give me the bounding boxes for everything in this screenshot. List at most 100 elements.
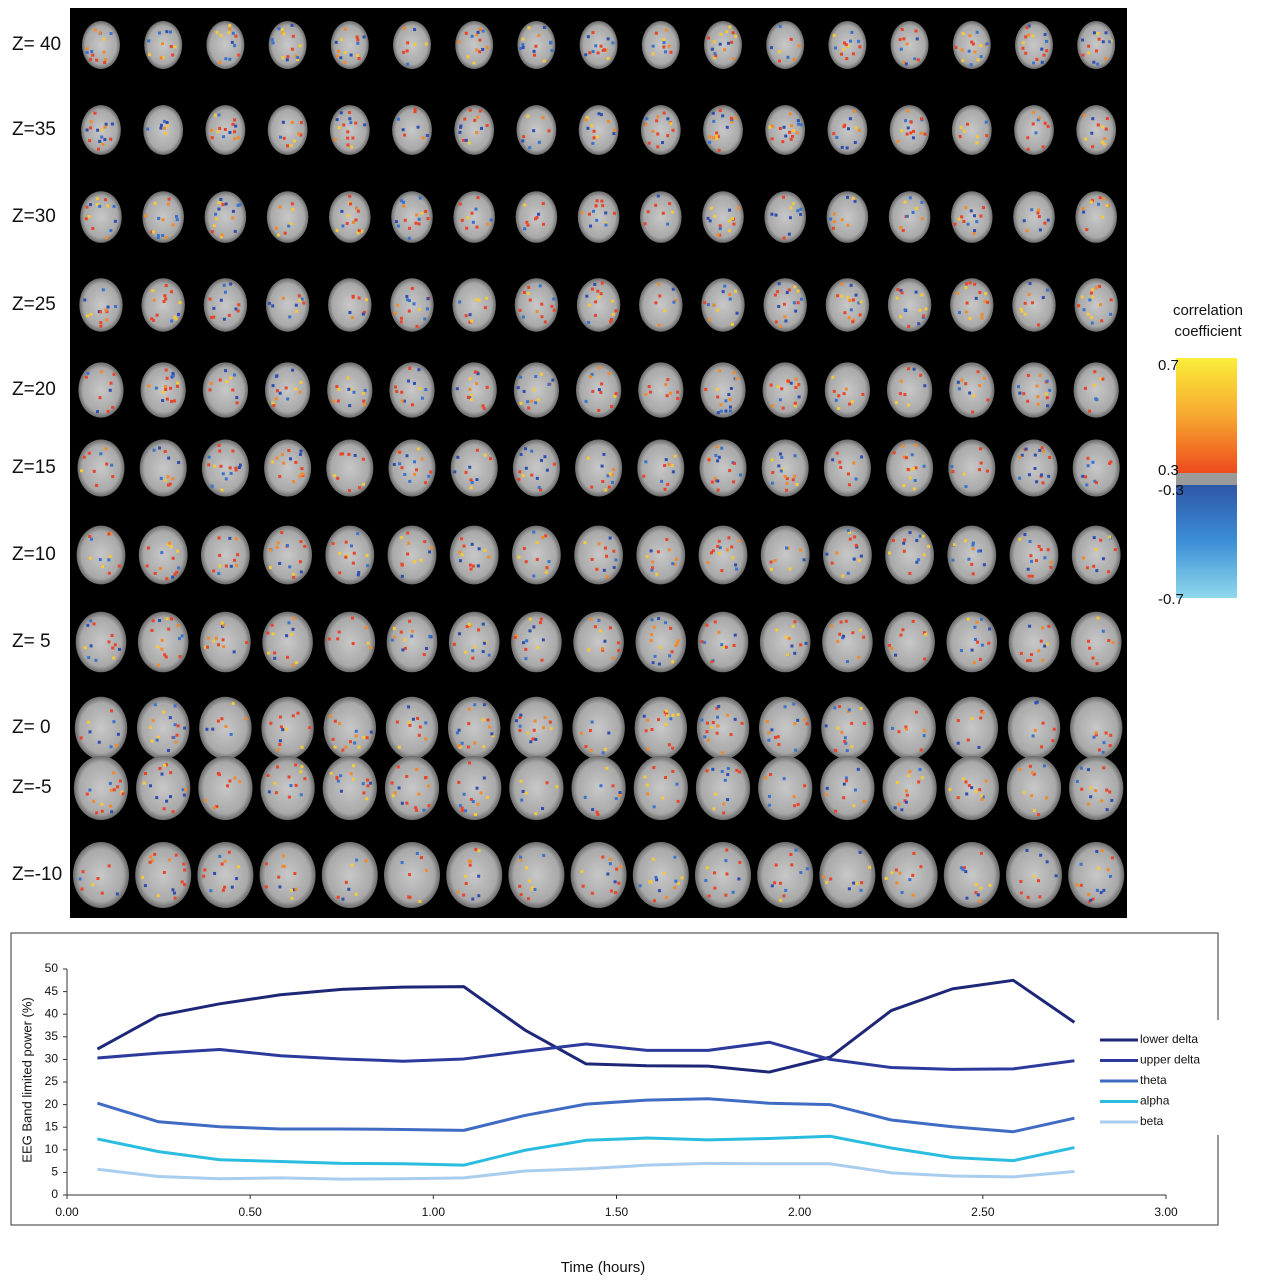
activation-spot — [90, 644, 93, 647]
activation-spot — [858, 559, 861, 562]
brain-slice — [140, 440, 187, 497]
chart-frame — [11, 933, 1218, 1225]
activation-spot — [169, 387, 172, 390]
activation-spot — [654, 204, 657, 207]
activation-spot — [333, 474, 336, 477]
activation-spot — [1092, 61, 1095, 64]
activation-spot — [223, 886, 226, 889]
activation-spot — [589, 225, 592, 228]
activation-spot — [360, 230, 363, 233]
activation-spot — [716, 395, 719, 398]
activation-spot — [224, 57, 227, 60]
activation-spot — [843, 740, 846, 743]
activation-spot — [1089, 899, 1092, 902]
activation-spot — [111, 634, 114, 637]
activation-spot — [594, 625, 597, 628]
activation-spot — [483, 777, 486, 780]
activation-spot — [785, 482, 788, 485]
activation-spot — [1024, 313, 1027, 316]
activation-spot — [1096, 63, 1099, 66]
activation-spot — [475, 478, 478, 481]
activation-spot — [172, 736, 175, 739]
colorbar-negative — [1176, 485, 1237, 598]
activation-spot — [788, 637, 791, 640]
activation-spot — [228, 780, 231, 783]
activation-spot — [770, 728, 773, 731]
activation-spot — [983, 377, 986, 380]
activation-spot — [718, 540, 721, 543]
activation-spot — [93, 112, 96, 115]
activation-spot — [604, 547, 607, 550]
activation-spot — [528, 629, 531, 632]
activation-spot — [335, 41, 338, 44]
activation-spot — [1047, 475, 1050, 478]
activation-spot — [534, 719, 537, 722]
activation-spot — [212, 640, 215, 643]
activation-spot — [797, 383, 800, 386]
activation-spot — [716, 545, 719, 548]
activation-spot — [231, 450, 234, 453]
activation-spot — [482, 718, 485, 721]
activation-spot — [408, 724, 411, 727]
activation-spot — [839, 466, 842, 469]
activation-spot — [515, 719, 518, 722]
brain-slice — [386, 697, 438, 759]
activation-spot — [598, 296, 601, 299]
activation-spot — [547, 383, 550, 386]
brain-slice — [704, 21, 742, 69]
brain-slice — [635, 697, 687, 759]
activation-spot — [540, 303, 543, 306]
activation-spot — [104, 198, 107, 201]
activation-spot — [466, 55, 469, 58]
activation-spot — [520, 780, 523, 783]
activation-spot — [779, 25, 782, 28]
activation-spot — [718, 552, 721, 555]
activation-spot — [288, 315, 291, 318]
activation-spot — [1027, 374, 1030, 377]
activation-spot — [218, 536, 221, 539]
activation-spot — [162, 711, 165, 714]
activation-spot — [793, 804, 796, 807]
activation-spot — [602, 453, 605, 456]
brain-slice — [453, 191, 495, 243]
activation-spot — [357, 571, 360, 574]
activation-spot — [609, 626, 612, 629]
activation-spot — [645, 729, 648, 732]
activation-spot — [777, 305, 780, 308]
activation-spot — [1036, 701, 1039, 704]
activation-spot — [224, 369, 227, 372]
brain-slice — [883, 756, 937, 820]
activation-spot — [603, 48, 606, 51]
activation-spot — [854, 200, 857, 203]
activation-spot — [224, 291, 227, 294]
activation-spot — [779, 452, 782, 455]
activation-spot — [658, 663, 661, 666]
brain-slice — [143, 105, 183, 155]
activation-spot — [283, 865, 286, 868]
activation-spot — [979, 215, 982, 218]
activation-spot — [341, 452, 344, 455]
activation-spot — [920, 132, 923, 135]
activation-spot — [463, 117, 466, 120]
activation-spot — [733, 644, 736, 647]
brain-slice — [636, 526, 685, 585]
activation-spot — [733, 462, 736, 465]
activation-spot — [894, 806, 897, 809]
activation-spot — [904, 308, 907, 311]
activation-spot — [521, 43, 524, 46]
activation-spot — [1077, 304, 1080, 307]
activation-spot — [170, 400, 173, 403]
activation-spot — [615, 868, 618, 871]
activation-spot — [703, 641, 706, 644]
activation-spot — [914, 444, 917, 447]
activation-spot — [420, 212, 423, 215]
activation-spot — [403, 134, 406, 137]
slice-label: Z=10 — [12, 544, 56, 565]
activation-spot — [519, 402, 522, 405]
activation-spot — [652, 858, 655, 861]
activation-spot — [1020, 652, 1023, 655]
activation-spot — [665, 458, 668, 461]
activation-spot — [169, 716, 172, 719]
activation-spot — [720, 643, 723, 646]
activation-spot — [664, 383, 667, 386]
